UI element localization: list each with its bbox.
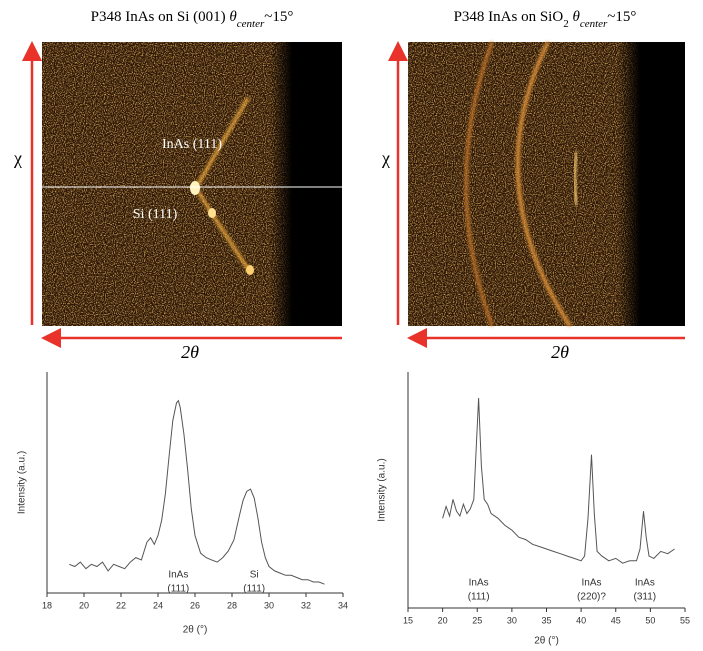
x-tick-label: 20 [438, 615, 448, 625]
x-tick-label: 24 [153, 600, 163, 610]
x-tick-label: 40 [576, 615, 586, 625]
peak-annotation: InAs [582, 578, 602, 589]
detector-image [408, 41, 685, 327]
x-tick-label: 15 [403, 615, 413, 625]
x-tick-label: 20 [79, 600, 89, 610]
x-tick-label: 25 [472, 615, 482, 625]
x-tick-label: 26 [190, 600, 200, 610]
y-axis-label: Intensity (a.u.) [17, 451, 28, 514]
x-tick-label: 35 [541, 615, 551, 625]
title-part: P348 InAs on Si (001) [91, 9, 230, 25]
peak-annotation: (111) [243, 584, 265, 595]
x-tick-label: 30 [507, 615, 517, 625]
x-tick-label: 30 [264, 600, 274, 610]
x-axis-label: 2θ [181, 342, 199, 362]
x-axis-label: 2θ (°) [183, 625, 208, 636]
peak-annotation: (311) [634, 592, 657, 603]
title-part: P348 InAs on SiO [454, 9, 564, 25]
peak-annotation: InAs [635, 578, 655, 589]
title-part: ~15° [264, 9, 293, 25]
x-tick-label: 50 [645, 615, 655, 625]
chart-title: P348 InAs on Si (001) θcenter~15° [91, 9, 294, 29]
title-part: ~15° [607, 9, 636, 25]
y-axis-label: χ [13, 148, 22, 168]
title-part: center [237, 18, 265, 30]
x-axis-label: 2θ (°) [534, 636, 559, 647]
peak-annotation: InAs [168, 570, 188, 581]
peak-annotation: (111) [468, 592, 490, 603]
detector-image [42, 42, 342, 326]
title-part: center [580, 18, 608, 30]
y-axis-label: χ [381, 148, 390, 168]
x-tick-label: 18 [42, 600, 52, 610]
x-tick-label: 32 [301, 600, 311, 610]
title-part: θ [569, 9, 581, 25]
peak-annotation: Si [250, 570, 259, 581]
data-line [442, 397, 675, 564]
data-line [69, 399, 325, 585]
peak-annotation: InAs (111) [162, 137, 222, 152]
peak-annotation: InAs [469, 578, 489, 589]
x-axis-label: 2θ [551, 342, 569, 362]
title-part: 2 [563, 18, 569, 30]
x-tick-label: 28 [227, 600, 237, 610]
y-axis-label: Intensity (a.u.) [377, 458, 388, 521]
peak-annotation: (220)? [577, 592, 606, 603]
x-tick-label: 45 [611, 615, 621, 625]
x-tick-label: 34 [338, 600, 348, 610]
title-part: θ [229, 9, 237, 25]
peak-annotation: (111) [167, 584, 189, 595]
chart-title: P348 InAs on SiO2 θcenter~15° [454, 9, 637, 29]
x-tick-label: 55 [680, 615, 690, 625]
peak-annotation: Si (111) [133, 207, 178, 222]
x-tick-label: 22 [116, 600, 126, 610]
